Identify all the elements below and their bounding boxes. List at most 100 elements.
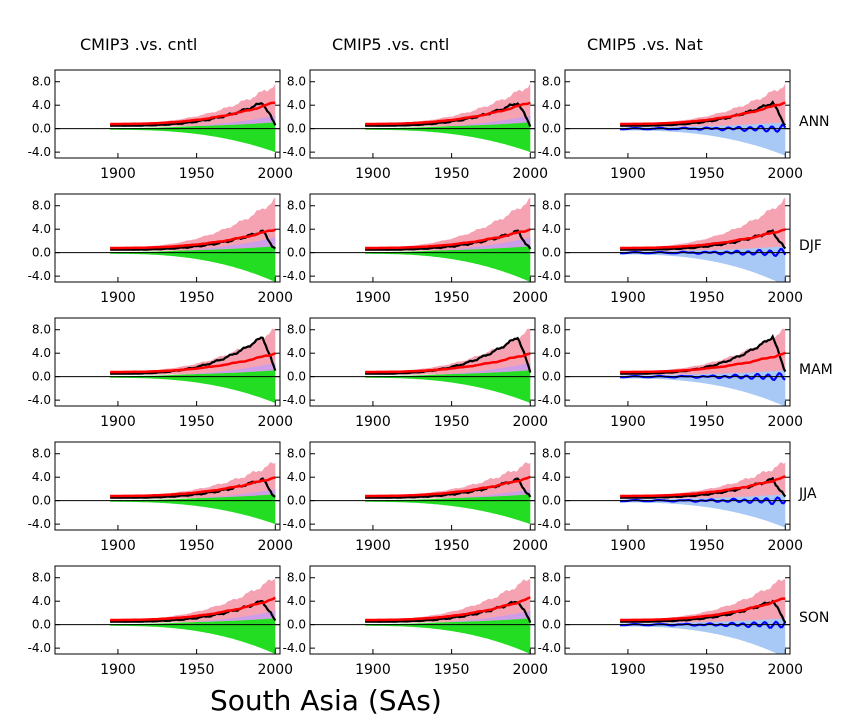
- row-label-ann: ANN: [799, 114, 830, 130]
- x-tick-label: 2000: [767, 538, 803, 554]
- overlap-range-band: [110, 237, 276, 253]
- control-range-band: [365, 115, 531, 153]
- y-tick-label: 0.0: [287, 618, 306, 632]
- all-forcing-range-band: [365, 462, 531, 499]
- row-labels: ANN DJF MAM JJA SON: [798, 114, 833, 626]
- x-tick-label: 2000: [257, 538, 293, 554]
- column-titles: CMIP3 .vs. cntl CMIP5 .vs. cntl CMIP5 .v…: [80, 35, 703, 54]
- y-tick-label: 4.0: [287, 594, 306, 608]
- control-range-band: [365, 362, 531, 404]
- plot-area: [110, 197, 277, 282]
- all-forcing-mean-line: [365, 596, 531, 622]
- panel-mam-col2: -4.0 0.0 4.0 8.0 1900 1950 2000: [283, 317, 548, 430]
- x-tick-label: 1950: [689, 414, 725, 430]
- x-tick-label: 1950: [179, 166, 215, 182]
- y-tick-label: -4.0: [28, 145, 51, 159]
- natural-range-band: [620, 363, 786, 406]
- panel-grid: -4.0 0.0 4.0 8.0 1900 1950 2000 -4.0 0.0 4.0 8.0 19…: [28, 69, 803, 678]
- overlap-range-band: [365, 489, 531, 501]
- x-tick-label: 1900: [355, 662, 391, 678]
- x-tick-label: 2000: [767, 414, 803, 430]
- overlap-range-band: [110, 489, 276, 501]
- y-tick-label: 0.0: [542, 370, 561, 384]
- y-tick-label: 0.0: [287, 370, 306, 384]
- y-tick-label: 8.0: [542, 447, 561, 461]
- natural-range-band: [620, 611, 786, 654]
- plot-area: [365, 197, 532, 282]
- control-range-band: [110, 489, 276, 525]
- x-tick-label: 2000: [257, 290, 293, 306]
- x-tick-label: 1900: [610, 662, 646, 678]
- control-range-band: [110, 362, 276, 404]
- row-label-djf: DJF: [799, 238, 822, 254]
- all-forcing-mean-line: [620, 101, 786, 126]
- x-tick-label: 2000: [257, 414, 293, 430]
- panel-frame: [309, 317, 536, 407]
- x-tick-label: 1900: [610, 166, 646, 182]
- x-tick-label: 2000: [512, 414, 548, 430]
- all-forcing-range-band: [110, 462, 276, 499]
- x-tick-label: 1950: [434, 414, 470, 430]
- all-forcing-mean-line: [365, 352, 531, 374]
- y-tick-label: 8.0: [542, 75, 561, 89]
- x-tick-label: 2000: [512, 538, 548, 554]
- y-tick-label: -4.0: [283, 393, 306, 407]
- panel-frame: [54, 441, 281, 531]
- panel-frame: [564, 441, 791, 531]
- plot-area: [620, 328, 787, 406]
- observed-line: [110, 101, 277, 127]
- y-tick-label: 8.0: [32, 447, 51, 461]
- y-tick-label: 0.0: [542, 494, 561, 508]
- overlap-range-band: [110, 115, 276, 129]
- x-tick-label: 1950: [689, 662, 725, 678]
- y-tick-label: 8.0: [32, 199, 51, 213]
- x-tick-label: 2000: [767, 166, 803, 182]
- y-tick-label: 4.0: [542, 470, 561, 484]
- overlap-range-band: [365, 237, 531, 253]
- y-tick-label: 0.0: [32, 370, 51, 384]
- plot-area: [620, 197, 787, 282]
- y-tick-label: 8.0: [32, 571, 51, 585]
- y-tick-label: 0.0: [287, 246, 306, 260]
- plot-area: [365, 328, 532, 404]
- y-tick-label: 4.0: [32, 98, 51, 112]
- y-tick-label: 0.0: [542, 122, 561, 136]
- y-tick-label: 8.0: [32, 75, 51, 89]
- natural-range-band: [620, 238, 786, 282]
- x-tick-label: 1950: [689, 166, 725, 182]
- panel-mam-col3: -4.0 0.0 4.0 8.0 1900 1950 2000: [538, 317, 803, 430]
- panel-jja-col2: -4.0 0.0 4.0 8.0 1900 1950 2000: [283, 441, 548, 554]
- y-tick-label: 8.0: [542, 323, 561, 337]
- plot-area: [110, 328, 277, 404]
- observed-line: [620, 100, 786, 127]
- x-tick-label: 1900: [100, 414, 136, 430]
- panel-frame: [564, 193, 791, 283]
- x-tick-label: 1900: [610, 414, 646, 430]
- x-tick-label: 1900: [100, 662, 136, 678]
- all-forcing-mean-line: [365, 228, 531, 250]
- x-tick-label: 1900: [355, 414, 391, 430]
- y-tick-label: 0.0: [32, 618, 51, 632]
- y-tick-label: -4.0: [28, 393, 51, 407]
- panel-djf-col1: -4.0 0.0 4.0 8.0 1900 1950 2000: [28, 193, 293, 306]
- x-tick-label: 1900: [100, 166, 136, 182]
- y-tick-label: 4.0: [32, 594, 51, 608]
- y-tick-label: 4.0: [287, 98, 306, 112]
- panel-son-col2: -4.0 0.0 4.0 8.0 1900 1950 2000: [283, 565, 548, 678]
- panel-ann-col2: -4.0 0.0 4.0 8.0 1900 1950 2000: [283, 69, 548, 182]
- all-forcing-mean-line: [620, 475, 786, 498]
- y-tick-label: 4.0: [32, 346, 51, 360]
- plot-area: [365, 83, 532, 153]
- plot-area: [365, 462, 532, 525]
- overlap-range-band: [110, 610, 276, 625]
- y-tick-label: 8.0: [287, 571, 306, 585]
- row-label-mam: MAM: [799, 362, 833, 378]
- x-tick-label: 1900: [355, 166, 391, 182]
- overlap-range-band: [365, 610, 531, 625]
- all-forcing-mean-line: [620, 228, 786, 250]
- x-tick-label: 1900: [355, 290, 391, 306]
- y-tick-label: 8.0: [542, 571, 561, 585]
- overlap-range-band: [110, 362, 276, 377]
- x-tick-label: 1950: [689, 290, 725, 306]
- all-forcing-mean-line: [110, 476, 276, 498]
